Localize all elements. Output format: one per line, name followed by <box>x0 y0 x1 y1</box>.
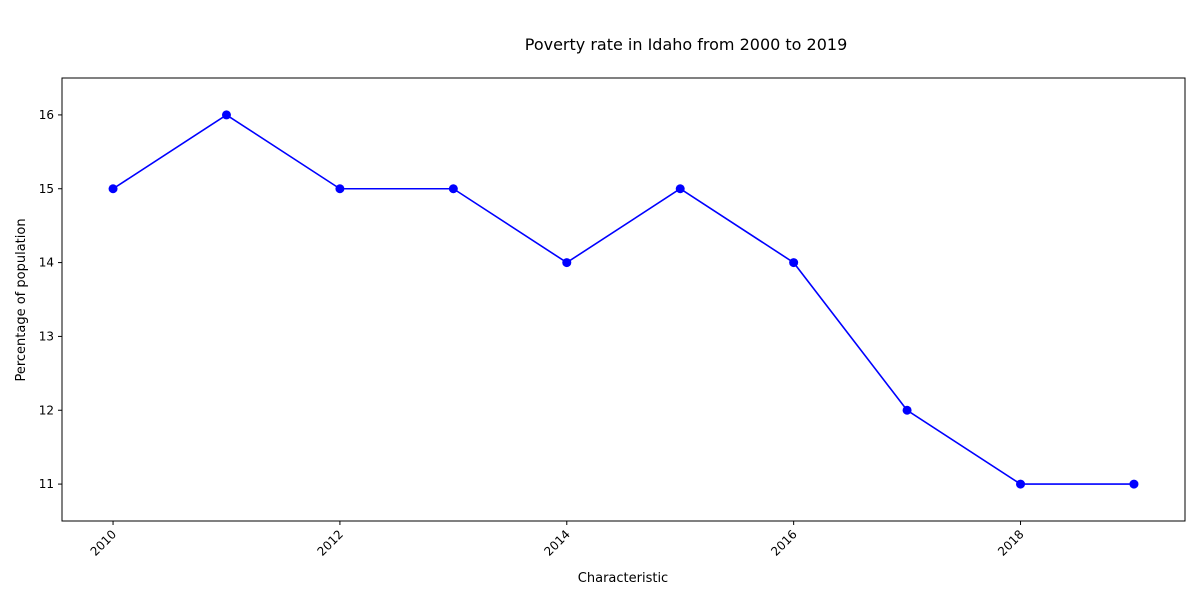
y-axis-label: Percentage of population <box>14 218 29 381</box>
y-axis: 11 12 13 14 15 16 <box>39 108 62 491</box>
x-axis-label: Characteristic <box>578 571 668 586</box>
data-point <box>335 184 345 194</box>
data-point <box>789 258 799 268</box>
x-tick-label: 2014 <box>541 527 572 558</box>
series-line <box>112 113 1134 485</box>
plot-area <box>108 110 1139 489</box>
plot-frame <box>61 77 1186 522</box>
data-point <box>108 184 118 194</box>
y-tick-label: 16 <box>39 108 54 122</box>
x-tick-label: 2010 <box>88 527 119 558</box>
y-tick-label: 15 <box>39 182 54 196</box>
y-tick-label: 13 <box>39 329 54 343</box>
data-point <box>1016 479 1026 489</box>
x-tick-label: 2012 <box>315 527 346 558</box>
y-tick-label: 14 <box>39 256 54 270</box>
chart-title: Poverty rate in Idaho from 2000 to 2019 <box>525 35 848 54</box>
x-axis: 2010 2012 2014 2016 2018 <box>88 521 1027 559</box>
data-point <box>221 110 231 120</box>
data-point <box>562 258 572 268</box>
data-point <box>902 405 912 415</box>
data-point <box>675 184 685 194</box>
data-point <box>448 184 458 194</box>
x-tick-label: 2016 <box>768 527 799 558</box>
data-point <box>1129 479 1139 489</box>
x-tick-label: 2018 <box>995 527 1026 558</box>
y-tick-label: 11 <box>39 477 54 491</box>
y-tick-label: 12 <box>39 403 54 417</box>
